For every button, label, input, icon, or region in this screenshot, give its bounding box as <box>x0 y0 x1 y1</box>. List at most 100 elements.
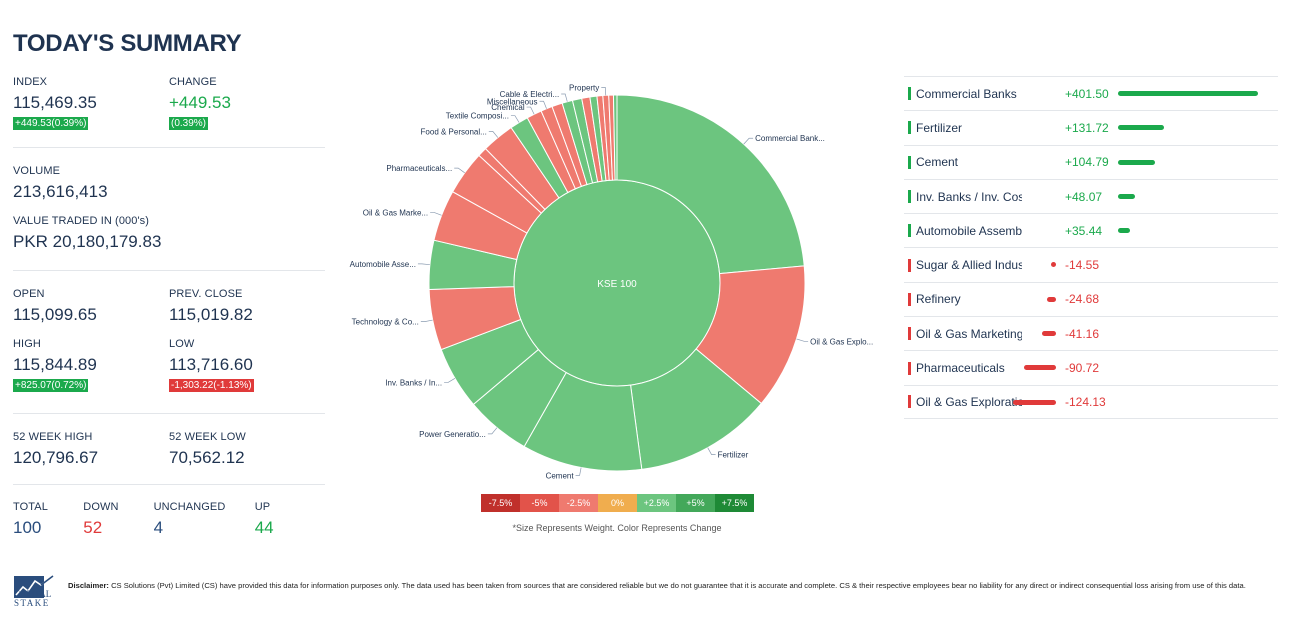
logo-line2: STAKE <box>14 598 50 608</box>
low-value: 113,716.60 <box>169 355 253 374</box>
down-value: 52 <box>83 518 103 537</box>
logo-text: CAPITAL STAKE <box>14 590 51 608</box>
sector-row: Commercial Banks +401.50 <box>904 76 1278 110</box>
sector-row: Pharmaceuticals -90.72 <box>904 350 1278 384</box>
sector-name: Refinery <box>916 292 961 307</box>
sunburst-label-leader <box>526 106 535 115</box>
sunburst-sector-label: Property <box>569 83 599 92</box>
total-value: 100 <box>13 518 42 537</box>
sector-color-tick <box>908 224 911 238</box>
week52-high-label: 52 WEEK HIGH <box>13 431 93 443</box>
sector-row: Refinery -24.68 <box>904 281 1278 316</box>
legend-swatch: -2.5% <box>559 494 598 512</box>
sector-name: Oil & Gas Marketing <box>916 326 1022 341</box>
sector-name: Inv. Banks / Inv. Cos. <box>916 189 1022 204</box>
prev-close-value: 115,019.82 <box>169 305 253 324</box>
change-stat: CHANGE +449.53 (0.39%) <box>169 76 325 131</box>
open-value: 115,099.65 <box>13 305 97 324</box>
sector-name: Sugar & Allied Industries <box>916 258 1022 273</box>
index-change-badge: +449.53(0.39%) <box>13 117 89 130</box>
legend-swatch: +2.5% <box>637 494 676 512</box>
up-stat: UP 44 <box>255 501 325 538</box>
sector-value: +401.50 <box>1065 86 1109 101</box>
legend-swatch: -5% <box>520 494 559 512</box>
sunburst-sector-label: Pharmaceuticals... <box>386 164 452 173</box>
volume-label: VOLUME <box>13 165 61 177</box>
sector-color-tick <box>908 155 911 169</box>
value-traded-value: PKR 20,180,179.83 <box>13 232 162 251</box>
sector-name: Automobile Assembler <box>916 223 1022 238</box>
sunburst-label-leader <box>561 93 568 102</box>
value-traded-label: VALUE TRADED IN (000's) <box>13 215 150 227</box>
low-label: LOW <box>169 338 195 350</box>
up-value: 44 <box>254 518 274 537</box>
sunburst-sector[interactable] <box>616 94 805 275</box>
index-stat: INDEX 115,469.35 +449.53(0.39%) <box>13 76 169 131</box>
sector-color-tick <box>908 292 911 306</box>
sector-sunburst-chart: KSE 100 Commercial Bank... Oil & Gas Explo… <box>340 70 880 540</box>
sunburst-sector-label: Oil & Gas Marke... <box>363 208 428 217</box>
total-label: TOTAL <box>13 501 48 513</box>
sunburst-label-leader <box>430 212 442 216</box>
sector-value: -124.13 <box>1065 394 1106 409</box>
sector-name: Pharmaceuticals <box>916 361 1005 376</box>
sunburst-sector-label: Miscellaneous <box>487 97 538 106</box>
down-stat: DOWN 52 <box>83 501 153 538</box>
volume-block: VOLUME 213,616,413 VALUE TRADED IN (000'… <box>13 148 325 271</box>
high-change-badge: +825.07(0.72%) <box>13 379 89 392</box>
sector-color-tick <box>908 190 911 204</box>
sunburst-label-leader <box>796 338 809 342</box>
high-label: HIGH <box>13 338 41 350</box>
open-label: OPEN <box>13 288 45 300</box>
sector-value: -14.55 <box>1065 258 1100 273</box>
sunburst-label-leader <box>510 115 520 123</box>
sunburst-sector-label: Automobile Asse... <box>350 260 416 269</box>
change-color-legend: -7.5% -5% -2.5% 0% +2.5% +5% +7.5% <box>481 494 754 512</box>
sector-value: -41.16 <box>1065 326 1100 341</box>
week52-low-stat: 52 WEEK LOW 70,562.12 <box>169 431 325 468</box>
sunburst-sector-label: Chemical <box>491 103 525 112</box>
sector-points-bar <box>1118 91 1258 96</box>
open-stat: OPEN 115,099.65 <box>13 288 169 325</box>
sector-points-bar <box>1050 262 1056 268</box>
week52-high-stat: 52 WEEK HIGH 120,796.67 <box>13 431 169 468</box>
page-title: TODAY'S SUMMARY <box>13 30 242 57</box>
sector-points-bar <box>1118 159 1155 165</box>
sunburst-sector-label: Power Generatio... <box>419 430 486 439</box>
sector-color-tick <box>908 121 911 135</box>
disclaimer-text: CS Solutions (Pvt) Limited (CS) have pro… <box>108 581 1246 590</box>
high-value: 115,844.89 <box>13 355 97 374</box>
week52-low-value: 70,562.12 <box>169 448 245 467</box>
breadth-block: TOTAL 100 DOWN 52 UNCHANGED 4 UP 44 <box>13 485 325 538</box>
index-value: 115,469.35 <box>13 93 97 112</box>
sunburst-sector[interactable] <box>612 94 618 181</box>
sunburst-label-leader <box>444 378 456 383</box>
volume-value: 213,616,413 <box>13 182 108 201</box>
sector-value: +35.44 <box>1065 223 1103 238</box>
sunburst-sector-label: Commercial Bank... <box>755 134 825 143</box>
sector-row: Inv. Banks / Inv. Cos. +48.07 <box>904 178 1278 213</box>
sector-points-bar <box>1118 228 1131 234</box>
legend-swatch: 0% <box>598 494 637 512</box>
sunburst-sector-label: Cement <box>546 471 575 480</box>
legend-swatch: +7.5% <box>715 494 754 512</box>
sunburst-sector-label: Textile Composi... <box>446 112 509 121</box>
change-value: +449.53 <box>169 93 231 112</box>
change-percent-badge: (0.39%) <box>169 117 209 130</box>
footer: CAPITAL STAKE Disclaimer: CS Solutions (… <box>13 566 1283 616</box>
sector-name: Fertilizer <box>916 120 963 135</box>
sector-points-bar <box>1118 193 1135 199</box>
low-stat: LOW 113,716.60 -1,303.22(-1.13%) <box>169 338 325 393</box>
sunburst-label-leader <box>487 427 498 435</box>
sector-name: Commercial Banks <box>916 86 1017 101</box>
sunburst-label-leader <box>420 319 433 322</box>
sector-name: Cement <box>916 155 959 170</box>
index-label: INDEX <box>13 76 48 88</box>
chart-note: *Size Represents Weight. Color Represent… <box>512 523 722 533</box>
sunburst-sector-label: Food & Personal... <box>421 127 487 136</box>
unchanged-label: UNCHANGED <box>153 501 226 513</box>
sunburst-sector-label: Technology & Co... <box>352 318 419 327</box>
sunburst-label-leader <box>743 137 754 145</box>
sector-value: +104.79 <box>1065 155 1109 170</box>
sunburst-label-leader <box>539 100 547 109</box>
